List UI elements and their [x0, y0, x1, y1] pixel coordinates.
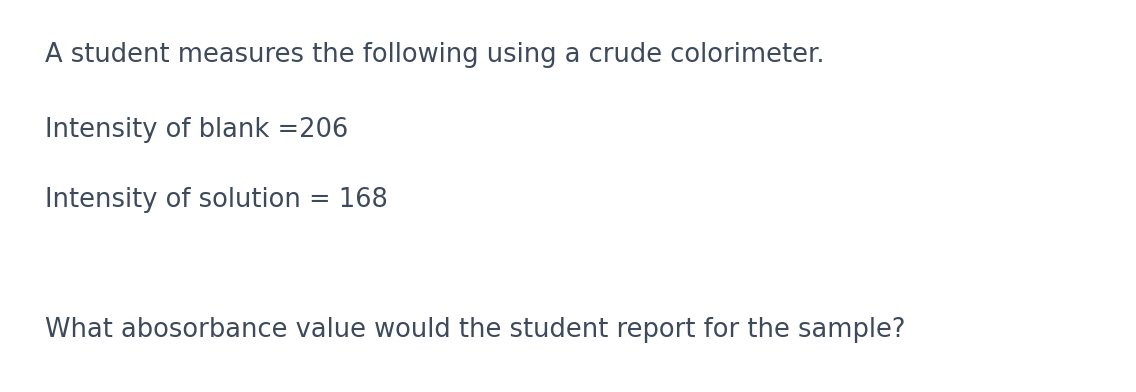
- Text: Intensity of blank =206: Intensity of blank =206: [45, 117, 349, 143]
- Text: Intensity of solution = 168: Intensity of solution = 168: [45, 187, 387, 213]
- Text: A student measures the following using a crude colorimeter.: A student measures the following using a…: [45, 42, 825, 68]
- Text: What abosorbance value would the student report for the sample?: What abosorbance value would the student…: [45, 317, 905, 343]
